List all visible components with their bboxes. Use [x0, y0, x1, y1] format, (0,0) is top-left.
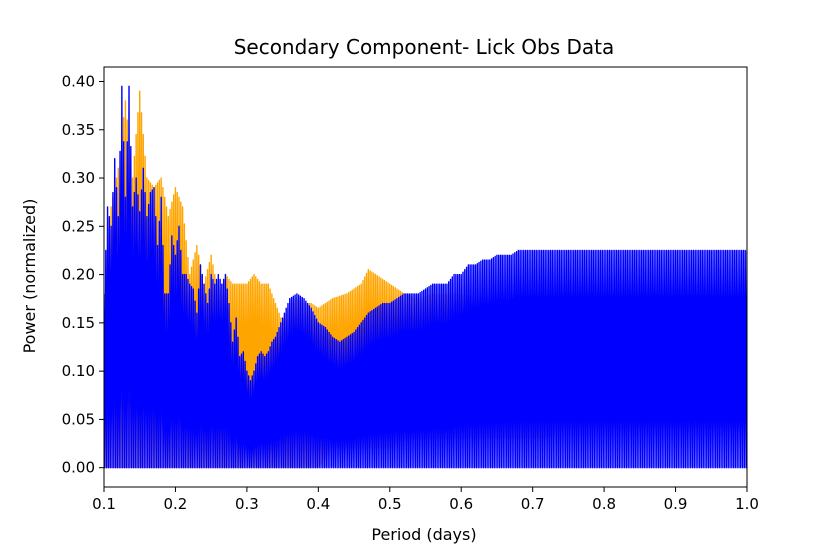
y-axis: 0.00 0.05 0.10 0.15 0.20 0.25 0.30 0.35 0.40 [62, 72, 104, 477]
x-tick-label: 0.9 [664, 495, 688, 513]
y-tick-label: 0.25 [62, 217, 95, 235]
x-tick-label: 1.0 [735, 495, 759, 513]
chart-title: Secondary Component- Lick Obs Data [234, 35, 615, 59]
y-tick-label: 0.00 [62, 459, 95, 477]
y-tick-label: 0.30 [62, 169, 95, 187]
y-tick-label: 0.15 [62, 314, 95, 332]
y-tick-label: 0.40 [62, 72, 95, 90]
x-tick-label: 0.5 [378, 495, 402, 513]
y-axis-label: Power (normalized) [20, 199, 39, 354]
x-tick-label: 0.7 [521, 495, 545, 513]
x-tick-label: 0.6 [449, 495, 473, 513]
x-tick-label: 0.3 [235, 495, 259, 513]
y-tick-label: 0.05 [62, 410, 95, 428]
x-axis-label: Period (days) [371, 525, 476, 544]
x-tick-label: 0.1 [92, 495, 116, 513]
x-tick-label: 0.2 [164, 495, 188, 513]
series-layer [104, 85, 747, 469]
plot-frame [103, 66, 748, 488]
x-tick-label: 0.8 [592, 495, 616, 513]
y-tick-label: 0.20 [62, 266, 95, 284]
series-line-2 [104, 85, 747, 469]
y-tick-label: 0.35 [62, 121, 95, 139]
x-axis: 0.1 0.2 0.3 0.4 0.5 0.6 0.7 0.8 0.9 1.0 [92, 487, 759, 513]
x-tick-label: 0.4 [306, 495, 330, 513]
y-tick-label: 0.10 [62, 362, 95, 380]
